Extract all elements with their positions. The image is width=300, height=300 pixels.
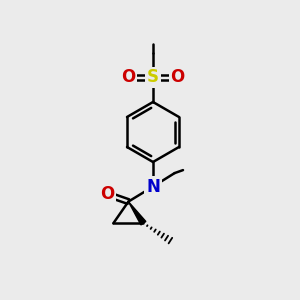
Text: O: O — [121, 68, 136, 86]
Text: O: O — [100, 185, 114, 203]
Text: S: S — [147, 68, 159, 86]
Text: O: O — [170, 68, 185, 86]
Polygon shape — [128, 202, 146, 225]
Text: N: N — [146, 178, 160, 196]
